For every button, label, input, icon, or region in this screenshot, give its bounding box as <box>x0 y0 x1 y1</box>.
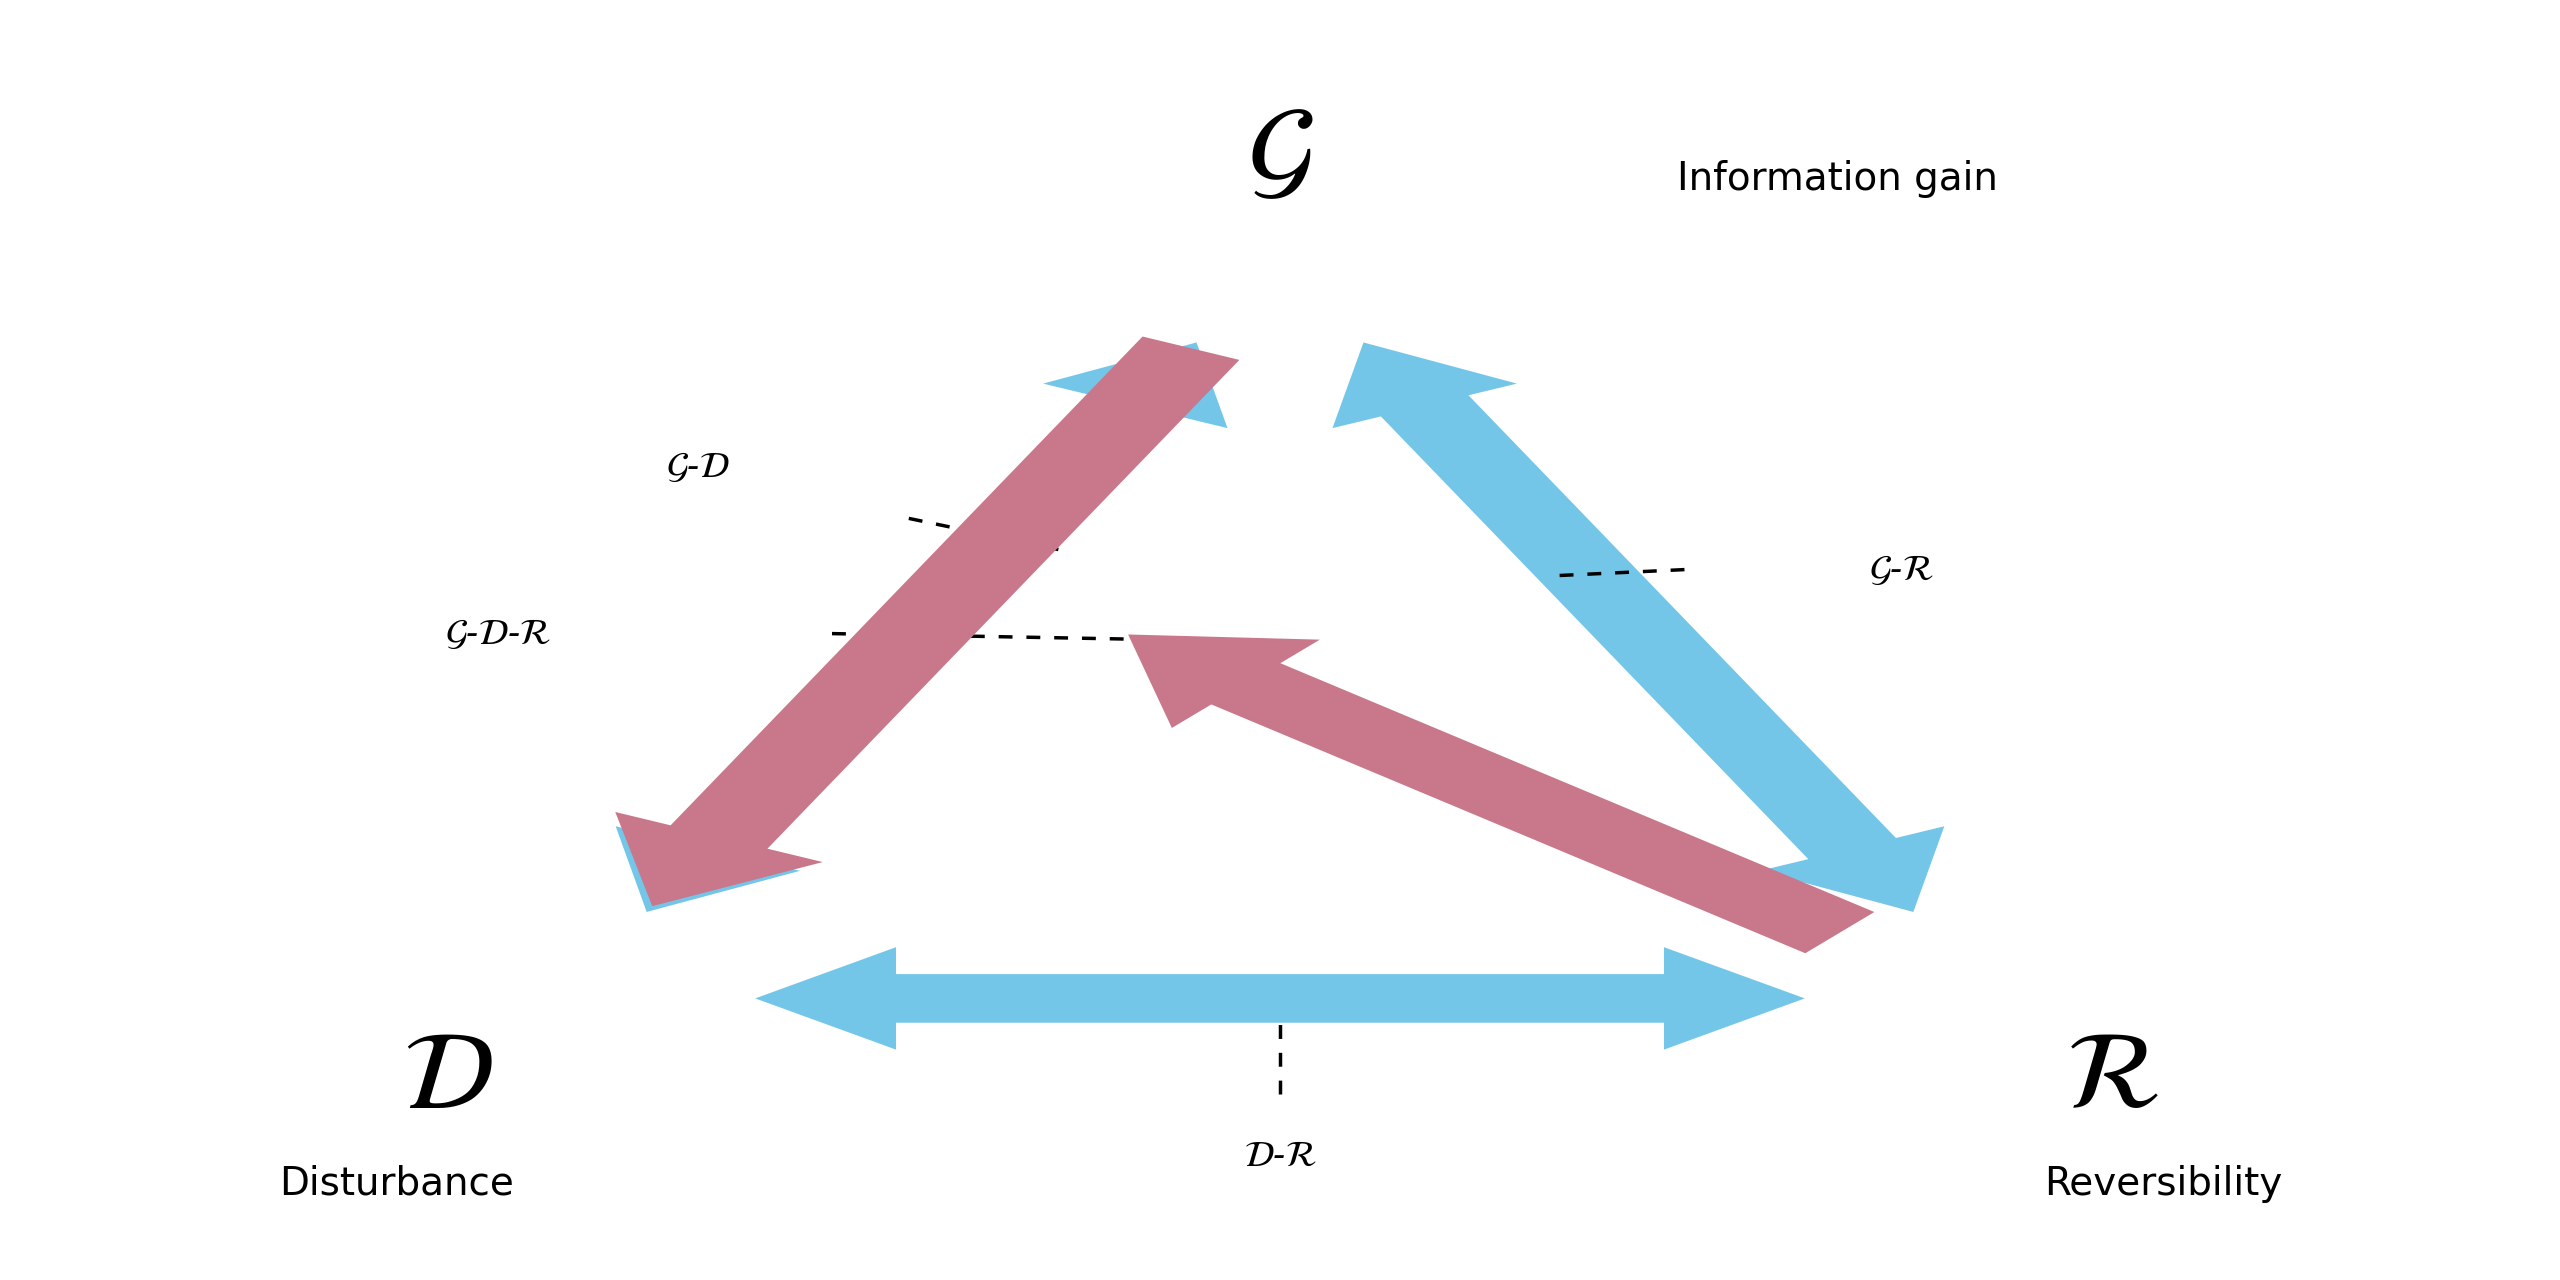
Polygon shape <box>755 947 1805 1050</box>
Text: $\mathcal{G}$-$\mathcal{D}$: $\mathcal{G}$-$\mathcal{D}$ <box>666 451 730 484</box>
Text: Disturbance: Disturbance <box>279 1165 515 1203</box>
Text: $\mathcal{D}$-$\mathcal{R}$: $\mathcal{D}$-$\mathcal{R}$ <box>1244 1139 1316 1174</box>
Polygon shape <box>614 337 1239 906</box>
Polygon shape <box>614 343 1229 911</box>
Polygon shape <box>1129 635 1874 954</box>
Polygon shape <box>1331 343 1946 911</box>
Text: $\mathcal{R}$: $\mathcal{R}$ <box>2066 1024 2158 1132</box>
Text: $\mathcal{G}$-$\mathcal{D}$-$\mathcal{R}$: $\mathcal{G}$-$\mathcal{D}$-$\mathcal{R}… <box>445 617 550 650</box>
Text: $\mathcal{G}$: $\mathcal{G}$ <box>1247 100 1313 207</box>
Text: $\mathcal{D}$: $\mathcal{D}$ <box>404 1024 492 1132</box>
Text: Reversibility: Reversibility <box>2043 1165 2284 1203</box>
Text: $\mathcal{G}$-$\mathcal{R}$: $\mathcal{G}$-$\mathcal{R}$ <box>1869 553 1933 586</box>
Text: Information gain: Information gain <box>1677 160 1997 198</box>
